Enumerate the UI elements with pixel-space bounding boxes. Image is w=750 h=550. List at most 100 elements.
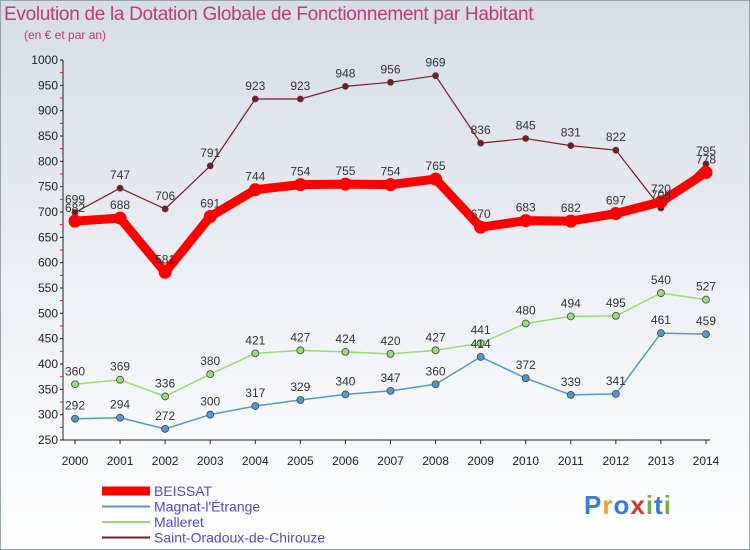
data-label: 317 xyxy=(245,386,265,400)
axes: 250 300 350 400 450 500 550 600 650 700 750 800 850 9… xyxy=(31,53,719,468)
data-label: 427 xyxy=(426,330,446,344)
y-tick-label: 800 xyxy=(38,154,58,168)
data-point xyxy=(71,414,79,423)
data-point xyxy=(611,311,620,320)
data-point xyxy=(116,184,124,192)
data-point xyxy=(113,211,127,225)
data-point xyxy=(702,295,710,304)
y-tick-label: 400 xyxy=(38,357,58,371)
data-point xyxy=(474,220,488,234)
data-label: 822 xyxy=(606,130,626,144)
data-point xyxy=(68,214,82,228)
data-point xyxy=(341,390,350,399)
data-point xyxy=(386,386,395,395)
logo-letter: r xyxy=(602,490,614,520)
data-label: 765 xyxy=(426,159,446,173)
y-tick-label: 550 xyxy=(38,281,58,295)
x-tick-label: 2009 xyxy=(467,454,494,468)
data-label: 329 xyxy=(290,380,310,394)
data-label: 414 xyxy=(471,337,491,351)
data-point xyxy=(612,146,620,154)
y-tick-label: 350 xyxy=(38,382,58,396)
data-label: 682 xyxy=(65,201,85,215)
data-label: 380 xyxy=(200,354,220,368)
data-point xyxy=(248,183,262,197)
data-point xyxy=(293,178,307,192)
data-point xyxy=(431,346,440,355)
x-tick-label: 2004 xyxy=(242,454,269,468)
x-tick-label: 2008 xyxy=(422,454,449,468)
data-point xyxy=(519,214,533,228)
data-label: 795 xyxy=(696,144,716,158)
data-label: 272 xyxy=(155,409,175,423)
data-point xyxy=(521,319,530,328)
proxiti-logo: Proxiti xyxy=(584,490,672,521)
data-label: 360 xyxy=(65,364,85,378)
logo-letter: t xyxy=(654,490,664,520)
data-label: 836 xyxy=(471,123,491,137)
data-point xyxy=(296,95,304,103)
data-label: 527 xyxy=(696,280,716,294)
data-label: 336 xyxy=(155,376,175,390)
x-tick-label: 2002 xyxy=(152,454,179,468)
y-tick-label: 300 xyxy=(38,408,58,422)
data-point xyxy=(387,78,394,86)
data-label: 495 xyxy=(606,296,626,310)
data-point xyxy=(702,330,710,339)
y-tick-label: 600 xyxy=(38,256,58,270)
data-point xyxy=(251,402,260,410)
data-label: 294 xyxy=(110,398,130,412)
data-label: 494 xyxy=(561,296,581,310)
y-tick-label: 500 xyxy=(38,306,58,320)
data-label: 697 xyxy=(606,194,626,208)
data-label: 340 xyxy=(335,374,355,388)
data-point xyxy=(477,139,485,147)
data-point xyxy=(566,391,575,399)
x-tick-label: 2013 xyxy=(648,454,675,468)
data-label: 292 xyxy=(65,399,85,413)
data-point xyxy=(116,413,124,422)
data-point xyxy=(296,396,305,404)
logo-letter: i xyxy=(663,490,672,520)
x-tick-label: 2010 xyxy=(512,454,539,468)
data-point xyxy=(158,265,172,279)
data-label: 791 xyxy=(200,146,220,160)
data-label: 581 xyxy=(155,252,175,266)
y-tick-label: 750 xyxy=(38,180,58,194)
data-point xyxy=(386,349,395,358)
data-point xyxy=(567,142,575,150)
x-tick-label: 2011 xyxy=(558,454,584,468)
data-label: 369 xyxy=(110,360,130,374)
data-label: 744 xyxy=(245,170,265,184)
data-label: 420 xyxy=(380,334,400,348)
x-tick-label: 2003 xyxy=(197,454,224,468)
data-label: 831 xyxy=(561,126,581,140)
data-point xyxy=(251,95,259,103)
data-label: 682 xyxy=(561,201,581,215)
data-point xyxy=(522,135,530,142)
data-label: 300 xyxy=(200,395,220,409)
data-point xyxy=(116,375,124,384)
data-label: 755 xyxy=(335,164,355,178)
y-tick-label: 250 xyxy=(38,433,58,447)
data-label: 778 xyxy=(696,152,716,166)
data-label: 372 xyxy=(516,358,536,372)
y-tick-label: 900 xyxy=(38,104,58,118)
data-point xyxy=(657,329,665,337)
y-tick-label: 650 xyxy=(38,230,58,244)
data-point xyxy=(161,424,170,433)
data-label: 360 xyxy=(426,364,446,378)
data-label: 747 xyxy=(110,168,130,182)
data-point xyxy=(609,207,623,221)
data-point xyxy=(71,380,79,389)
data-point xyxy=(429,172,443,186)
data-label: 708 xyxy=(651,188,671,202)
data-point xyxy=(657,289,665,297)
data-point xyxy=(521,374,530,383)
chart-title: Evolution de la Dotation Globale de Fonc… xyxy=(4,4,534,25)
data-label: 441 xyxy=(471,323,491,337)
data-label: 480 xyxy=(516,303,536,317)
legend-label: Malleret xyxy=(154,514,204,530)
data-label: 706 xyxy=(155,189,175,203)
